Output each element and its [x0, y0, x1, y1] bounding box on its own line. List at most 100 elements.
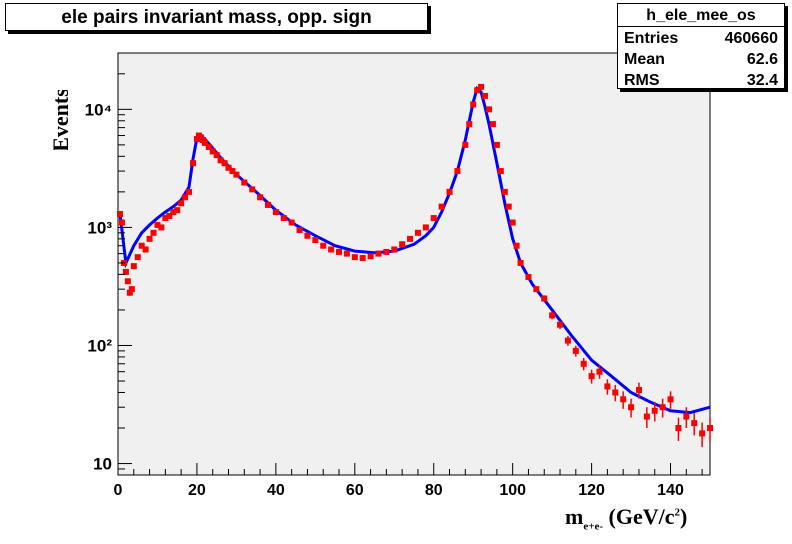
stats-key: Entries [624, 30, 679, 47]
x-axis-label-units-sup: 2 [674, 506, 681, 519]
data-point [336, 248, 343, 255]
data-point [513, 242, 520, 249]
data-point [225, 164, 232, 171]
data-point [154, 221, 161, 228]
data-point [288, 219, 295, 226]
data-point [438, 203, 445, 210]
y-axis-label-text: Events [48, 90, 73, 150]
data-point [407, 235, 414, 242]
data-point [489, 121, 496, 128]
data-point [422, 224, 429, 231]
data-point [205, 143, 212, 150]
data-point [166, 212, 173, 219]
data-point [580, 360, 587, 367]
data-point [249, 186, 256, 193]
data-point [312, 237, 319, 244]
x-axis-label-units-close: ) [680, 504, 688, 529]
data-point [124, 278, 131, 285]
data-point [557, 321, 564, 328]
data-point [351, 254, 358, 261]
data-point [454, 168, 461, 175]
data-point [699, 430, 706, 437]
data-point [588, 373, 595, 380]
data-point [612, 389, 619, 396]
data-point [320, 242, 327, 249]
x-axis-label-units: (GeV/c [608, 504, 675, 529]
data-point [359, 255, 366, 262]
y-axis-label: Events [48, 90, 73, 150]
stats-histogram-name: h_ele_mee_os [618, 5, 784, 27]
data-point [178, 200, 185, 207]
data-point [170, 209, 177, 216]
data-point [343, 250, 350, 257]
data-point [296, 227, 303, 234]
x-tick-label: 80 [425, 482, 443, 499]
data-point [659, 404, 666, 411]
x-tick-label: 0 [114, 482, 123, 499]
stats-row-entries: Entries 460660 [624, 28, 778, 49]
data-point [651, 407, 658, 414]
data-point [628, 404, 635, 411]
data-points-layer [116, 83, 713, 448]
title-box: ele pairs invariant mass, opp. sign [5, 3, 428, 31]
data-point [146, 235, 153, 242]
data-point [414, 229, 421, 236]
data-point [430, 215, 437, 222]
data-point [126, 289, 133, 296]
data-point [707, 425, 713, 432]
data-point [533, 286, 540, 293]
data-point [328, 246, 335, 253]
data-point [233, 171, 240, 178]
data-point [264, 201, 271, 208]
data-point [462, 141, 469, 148]
data-point [572, 347, 579, 354]
data-point [189, 160, 196, 167]
data-point [122, 268, 129, 275]
data-point [446, 188, 453, 195]
data-point [517, 259, 524, 266]
data-point [367, 253, 374, 260]
data-point [383, 248, 390, 255]
data-point [158, 224, 165, 231]
stats-box: h_ele_mee_os Entries 460660 Mean 62.6 RM… [617, 3, 785, 89]
data-point [620, 396, 627, 403]
data-point [399, 241, 406, 248]
axes-layer: 0 20 40 60 80 100 120 140 10 10² 10³ 10⁴ [85, 52, 703, 499]
data-point [118, 219, 125, 226]
data-point [509, 219, 516, 226]
y-tick-label: 10³ [87, 218, 112, 237]
data-point [485, 106, 492, 113]
stats-value: 460660 [724, 30, 778, 47]
data-point [116, 210, 123, 217]
data-point [138, 242, 145, 249]
data-point [493, 141, 500, 148]
stats-row-rms: RMS 32.4 [624, 70, 778, 91]
data-point [134, 254, 141, 261]
data-point [150, 229, 157, 236]
data-point [470, 101, 477, 108]
data-point [596, 368, 603, 375]
y-tick-label: 10² [87, 336, 112, 355]
x-tick-label: 20 [188, 482, 206, 499]
data-point [391, 246, 398, 253]
data-point [549, 312, 556, 319]
data-point [525, 274, 532, 281]
chart-title: ele pairs invariant mass, opp. sign [61, 7, 372, 28]
stats-key: RMS [624, 72, 660, 89]
data-point [162, 215, 169, 222]
data-point [142, 246, 149, 253]
x-axis-label: me+e- (GeV/c2) [565, 504, 687, 532]
data-point [667, 396, 674, 403]
stats-row-mean: Mean 62.6 [624, 49, 778, 70]
data-point [691, 420, 698, 427]
data-point [482, 92, 489, 99]
stats-key: Mean [624, 51, 665, 68]
data-point [501, 188, 508, 195]
data-point [128, 286, 135, 293]
data-point [272, 209, 279, 216]
data-point [130, 263, 137, 270]
data-point [375, 250, 382, 257]
data-point [209, 148, 216, 155]
data-point [474, 87, 481, 94]
stats-value: 32.4 [746, 72, 778, 89]
